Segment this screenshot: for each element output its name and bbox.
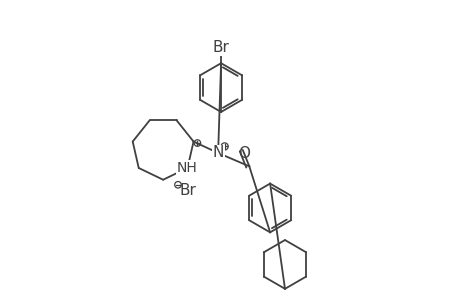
- Text: Br: Br: [212, 40, 229, 55]
- Text: O: O: [238, 146, 250, 161]
- Text: Br: Br: [179, 183, 196, 198]
- Text: N: N: [212, 146, 224, 160]
- Text: NH: NH: [176, 161, 197, 175]
